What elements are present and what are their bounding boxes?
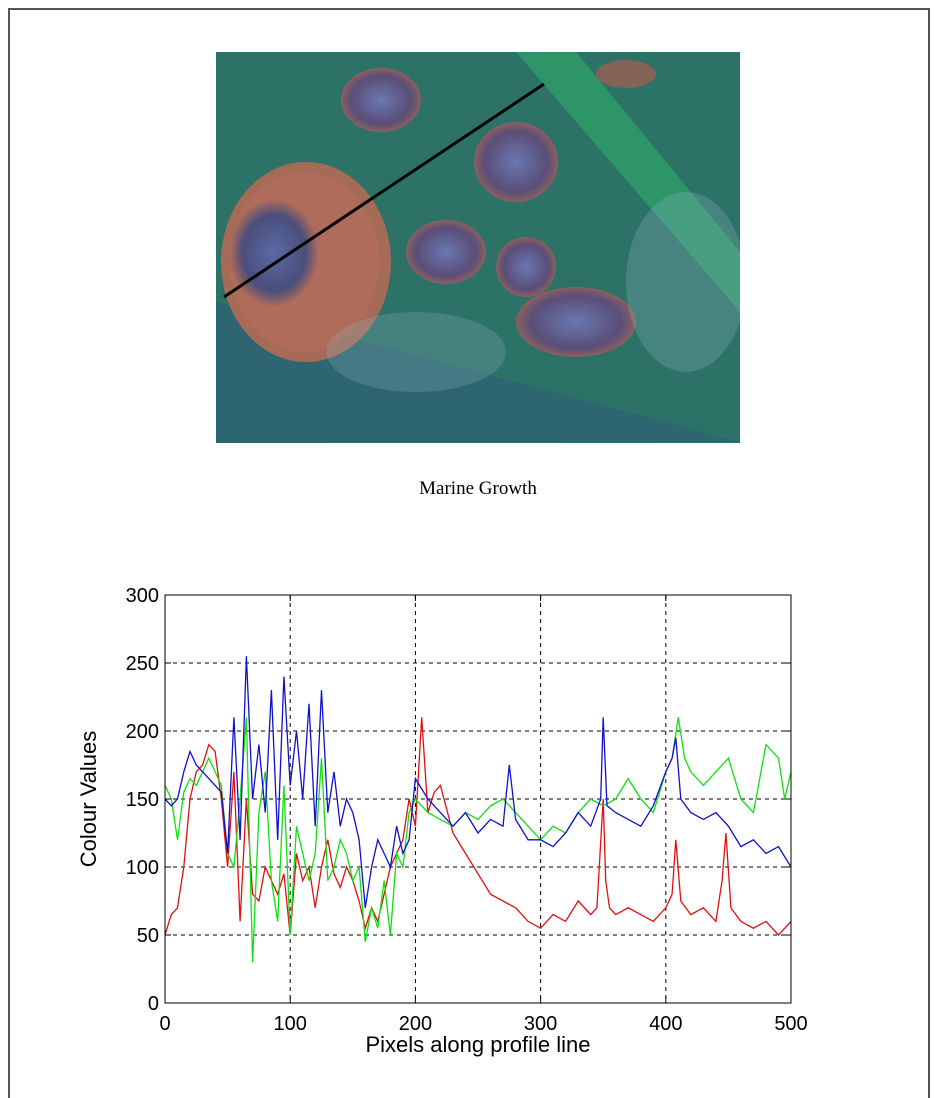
y-tick-label: 300 <box>126 585 159 607</box>
y-tick-label: 0 <box>148 993 159 1015</box>
profile-line <box>223 82 545 299</box>
y-axis-label: Colour Values <box>76 731 101 868</box>
x-tick-label: 0 <box>159 1013 170 1035</box>
y-tick-label: 200 <box>126 721 159 743</box>
x-tick-label: 400 <box>649 1013 682 1035</box>
marine-growth-photo <box>216 52 740 443</box>
y-tick-label: 250 <box>126 653 159 675</box>
x-axis-label: Pixels along profile line <box>365 1032 590 1057</box>
figure-caption: Marine Growth <box>419 478 537 499</box>
series-line-blue <box>164 656 792 908</box>
x-tick-label: 500 <box>774 1013 807 1035</box>
x-tick-label: 100 <box>274 1013 307 1035</box>
figure-frame <box>8 8 930 1098</box>
y-tick-label: 50 <box>137 925 159 947</box>
x-tick-label: 200 <box>399 1013 432 1035</box>
chart-series <box>164 656 792 963</box>
y-tick-label: 100 <box>126 857 159 879</box>
y-tick-label: 150 <box>126 789 159 811</box>
x-tick-label: 300 <box>524 1013 557 1035</box>
chart-ticks: 0 100 200 300 400 500 0 50 100 150 200 250 300 <box>126 585 808 1035</box>
chart-grid <box>165 595 791 1003</box>
series-line-green <box>164 717 792 963</box>
